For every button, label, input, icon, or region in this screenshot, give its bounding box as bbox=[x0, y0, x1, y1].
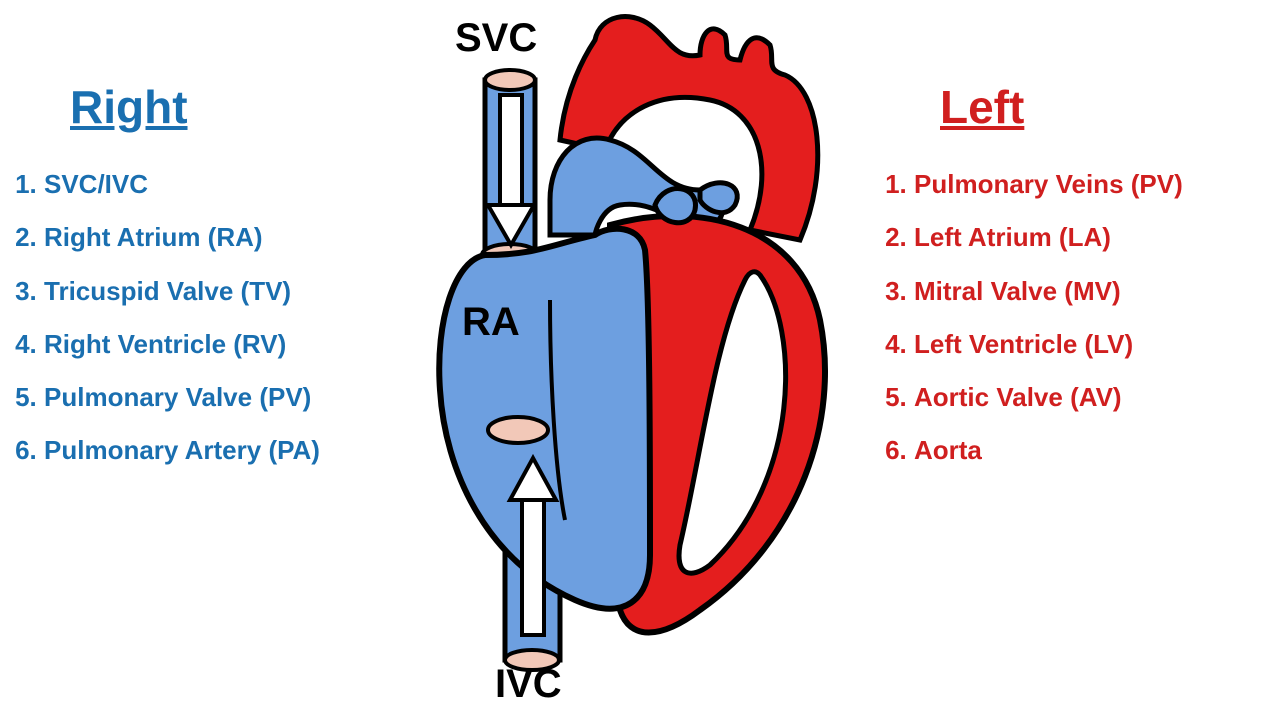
heart-diagram: SVC IVC RA bbox=[400, 0, 880, 720]
heart-svg bbox=[400, 0, 880, 720]
list-item: Aortic Valve (AV) bbox=[914, 371, 1260, 424]
list-item: Left Atrium (LA) bbox=[914, 211, 1260, 264]
right-list: SVC/IVC Right Atrium (RA) Tricuspid Valv… bbox=[10, 158, 390, 478]
list-item: SVC/IVC bbox=[44, 158, 390, 211]
list-item: Mitral Valve (MV) bbox=[914, 265, 1260, 318]
list-item: Left Ventricle (LV) bbox=[914, 318, 1260, 371]
left-heart-column: Left Pulmonary Veins (PV) Left Atrium (L… bbox=[880, 80, 1260, 478]
pulmonary-vein-stub bbox=[655, 189, 695, 223]
left-heading: Left bbox=[940, 80, 1260, 134]
right-heart-column: Right SVC/IVC Right Atrium (RA) Tricuspi… bbox=[10, 80, 390, 478]
list-item: Pulmonary Valve (PV) bbox=[44, 371, 390, 424]
list-item: Aorta bbox=[914, 424, 1260, 477]
ivc-ra-opening bbox=[488, 417, 548, 443]
list-item: Right Ventricle (RV) bbox=[44, 318, 390, 371]
svc-label: SVC bbox=[455, 16, 537, 61]
ivc-label: IVC bbox=[495, 662, 562, 707]
left-list: Pulmonary Veins (PV) Left Atrium (LA) Mi… bbox=[880, 158, 1260, 478]
right-heading: Right bbox=[70, 80, 390, 134]
list-item: Tricuspid Valve (TV) bbox=[44, 265, 390, 318]
svc-lumen bbox=[485, 70, 535, 90]
pa-branch bbox=[700, 183, 737, 213]
list-item: Pulmonary Artery (PA) bbox=[44, 424, 390, 477]
list-item: Right Atrium (RA) bbox=[44, 211, 390, 264]
list-item: Pulmonary Veins (PV) bbox=[914, 158, 1260, 211]
ra-label: RA bbox=[462, 300, 520, 345]
